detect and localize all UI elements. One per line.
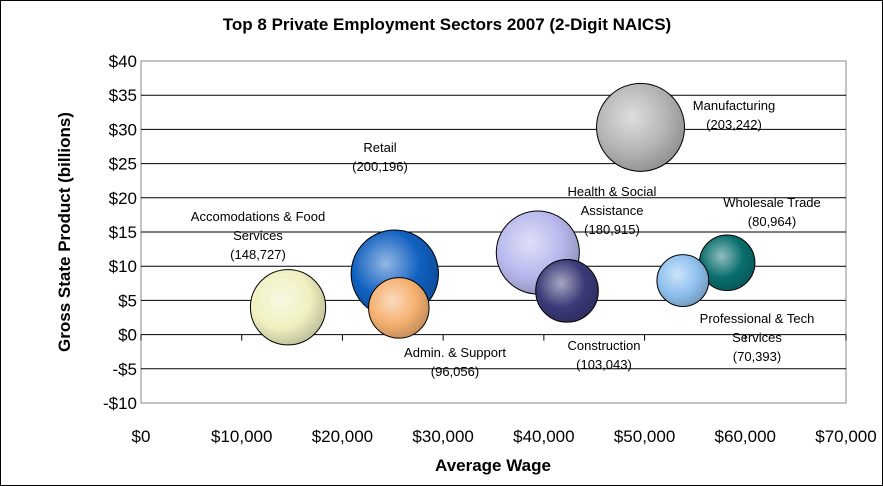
y-tick-label: $5 — [118, 291, 137, 310]
bubble-admin-support — [368, 277, 430, 339]
bubble-label-retail: Retail (200,196) — [352, 140, 408, 174]
bubble-label-construction: Construction (103,043) — [568, 338, 641, 372]
bubble-labels: Manufacturing (203,242) Retail (200,196) Hea… — [191, 98, 821, 379]
x-tick-label: $30,000 — [412, 427, 473, 446]
x-tick-label: $50,000 — [614, 427, 675, 446]
bubble-accomodations-food-services — [249, 269, 327, 346]
x-tick-label: $20,000 — [312, 427, 373, 446]
y-tick-label: $15 — [109, 223, 137, 242]
y-tick-label: $20 — [109, 189, 137, 208]
x-axis-title: Average Wage — [435, 456, 551, 475]
y-tick-label: $10 — [109, 257, 137, 276]
y-axis-tick-labels: $40 $35 $30 $25 $20 $15 $10 $5 $0 -$5 -$10 — [103, 52, 137, 413]
y-tick-label: $25 — [109, 155, 137, 174]
y-axis-title: Gross State Product (billions) — [55, 112, 74, 352]
y-tick-label: -$5 — [112, 360, 137, 379]
y-tick-label: -$10 — [103, 394, 137, 413]
y-tick-label: $40 — [109, 52, 137, 71]
x-axis-tick-labels: $0 $10,000 $20,000 $30,000 $40,000 $50,000 $60… — [132, 427, 877, 446]
bubble-manufacturing — [596, 82, 686, 172]
bubble-label-manufacturing: Manufacturing (203,242) — [693, 98, 775, 132]
x-tick-label: $10,000 — [211, 427, 272, 446]
y-tick-label: $0 — [118, 326, 137, 345]
bubble-professional-tech-services — [656, 254, 710, 307]
gridlines — [140, 94, 847, 370]
bubble-construction — [535, 258, 599, 323]
x-tick-label: $60,000 — [715, 427, 776, 446]
bubble-label-admin-support: Admin. & Support (96,056) — [404, 345, 506, 379]
bubble-label-health-social-assistance: Health & Social Assistance (180,915) — [568, 184, 657, 237]
x-tick-label: $40,000 — [513, 427, 574, 446]
y-tick-label: $35 — [109, 86, 137, 105]
x-tick-label: $70,000 — [815, 427, 876, 446]
bubble-label-wholesale-trade: Wholesale Trade (80,964) — [723, 195, 821, 229]
chart-title: Top 8 Private Employment Sectors 2007 (2… — [223, 15, 671, 34]
bubbles — [249, 82, 756, 346]
y-tick-label: $30 — [109, 120, 137, 139]
bubble-label-professional-tech-services: Professional & Tech Services (70,393) — [700, 311, 815, 364]
x-tick-label: $0 — [132, 427, 151, 446]
bubble-label-accomodations-food-services: Accomodations & Food Services (148,727) — [191, 209, 325, 262]
